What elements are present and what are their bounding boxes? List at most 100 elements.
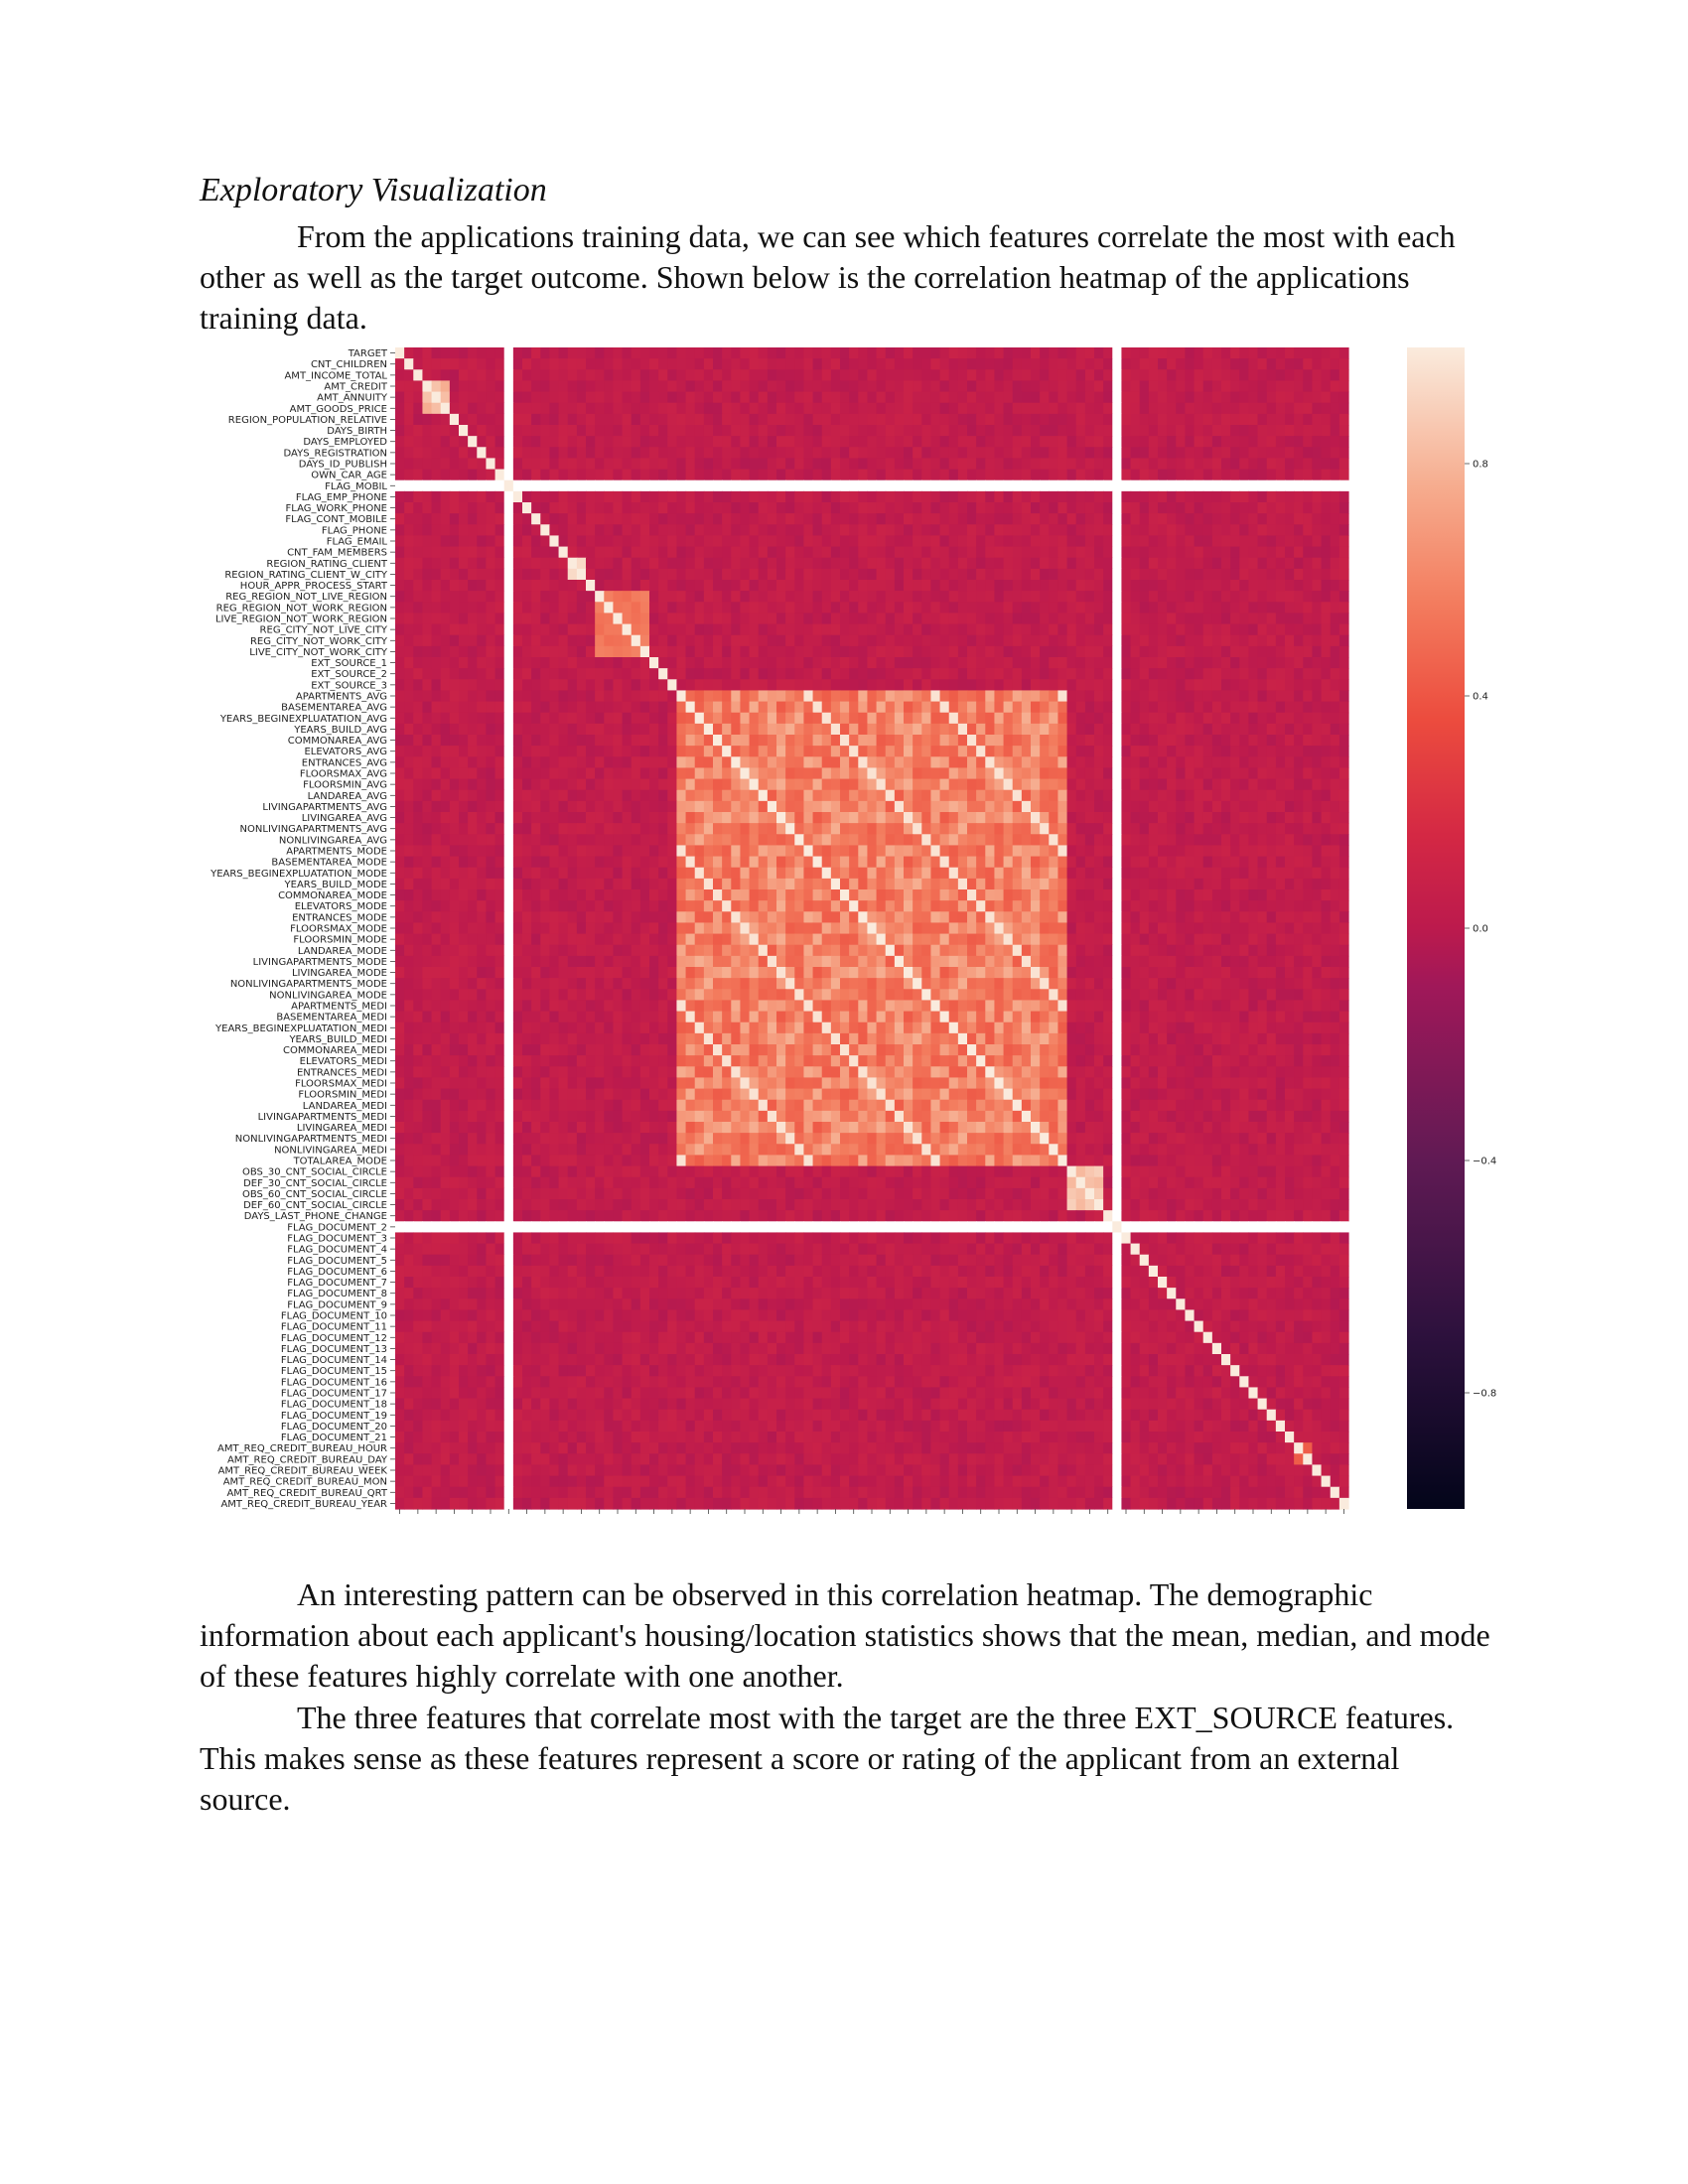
heatmap-cell (622, 436, 633, 448)
heatmap-cell (985, 557, 996, 570)
row-label: NONLIVINGAREA_MEDI (274, 1145, 387, 1156)
heatmap-cell (639, 834, 650, 847)
heatmap-cell (722, 679, 732, 692)
heatmap-cell (558, 834, 569, 847)
row-label: LIVINGAPARTMENTS_MODE (253, 957, 387, 968)
heatmap-cell (1330, 712, 1340, 725)
heatmap-cell (431, 413, 442, 426)
heatmap-cell (1248, 623, 1259, 636)
heatmap-cell (613, 490, 624, 503)
heatmap-cell (785, 723, 795, 736)
heatmap-cell (1248, 645, 1259, 658)
heatmap-cell (1012, 479, 1023, 492)
heatmap-cell (486, 800, 496, 813)
heatmap-cell (939, 645, 950, 658)
heatmap-cell (812, 789, 823, 802)
heatmap-cell (1158, 436, 1168, 448)
heatmap-cell (1211, 701, 1222, 714)
heatmap-cell (1248, 557, 1259, 570)
heatmap-cell (858, 723, 869, 736)
heatmap-cell (858, 767, 869, 780)
row-label: FLAG_DOCUMENT_14 (281, 1355, 387, 1366)
heatmap-cell (1148, 402, 1159, 415)
heatmap-cell (876, 447, 887, 460)
heatmap-cell (948, 458, 959, 471)
heatmap-cell (1021, 502, 1032, 514)
heatmap-cell (840, 413, 850, 426)
heatmap-cell (422, 789, 433, 802)
heatmap-cell (1021, 413, 1032, 426)
heatmap-cell (1303, 789, 1314, 802)
heatmap-cell (512, 756, 523, 769)
row-label: FLAG_DOCUMENT_13 (281, 1344, 387, 1355)
heatmap-cell (676, 425, 687, 437)
heatmap-cell (567, 723, 578, 736)
heatmap-cell (776, 469, 786, 481)
heatmap-cell (595, 767, 605, 780)
heatmap-cell (1003, 436, 1014, 448)
heatmap-cell (468, 513, 478, 525)
heatmap-cell (812, 834, 823, 847)
heatmap-cell (631, 479, 641, 492)
heatmap-cell (1194, 391, 1204, 404)
heatmap-cell (395, 502, 405, 514)
heatmap-cell (994, 834, 1005, 847)
heatmap-cell (1185, 380, 1196, 393)
heatmap-cell (1130, 800, 1141, 813)
heatmap-cell (1185, 568, 1196, 581)
heatmap-cell (921, 402, 932, 415)
heatmap-cell (867, 557, 878, 570)
heatmap-cell (994, 458, 1005, 471)
heatmap-cell (794, 767, 805, 780)
heatmap-cell (431, 402, 442, 415)
heatmap-cell (812, 845, 823, 858)
heatmap-cell (540, 568, 551, 581)
heatmap-cell (1194, 469, 1204, 481)
heatmap-cell (503, 634, 514, 647)
heatmap-cell (921, 502, 932, 514)
heatmap-cell (948, 701, 959, 714)
heatmap-cell (749, 800, 760, 813)
heatmap-cell (867, 645, 878, 658)
heatmap-cell (522, 690, 532, 703)
heatmap-cell (1285, 469, 1295, 481)
heatmap-cell (1176, 756, 1187, 769)
heatmap-cell (1066, 380, 1077, 393)
heatmap-cell (985, 546, 996, 559)
heatmap-cell (1275, 746, 1286, 757)
heatmap-cell (477, 458, 488, 471)
heatmap-cell (413, 668, 424, 680)
heatmap-cell (494, 347, 505, 359)
heatmap-cell (1148, 701, 1159, 714)
heatmap-cell (576, 369, 587, 382)
heatmap-cell (540, 380, 551, 393)
heatmap-cell (494, 535, 505, 548)
heatmap-cell (1012, 436, 1023, 448)
heatmap-cell (703, 613, 714, 625)
heatmap-cell (758, 502, 769, 514)
heatmap-cell (1312, 690, 1323, 703)
heatmap-cell (921, 690, 932, 703)
heatmap-cell (913, 380, 922, 393)
heatmap-cell (1094, 634, 1104, 647)
heatmap-cell (1257, 391, 1268, 404)
heatmap-cell (1266, 402, 1277, 415)
heatmap-cell (749, 701, 760, 714)
heatmap-cell (785, 591, 795, 603)
heatmap-cell (767, 767, 777, 780)
heatmap-cell (1031, 358, 1041, 370)
heatmap-cell (639, 723, 650, 736)
heatmap-cell (894, 347, 905, 359)
heatmap-cell (1202, 557, 1213, 570)
heatmap-cell (1158, 756, 1168, 769)
heatmap-cell (1321, 447, 1332, 460)
heatmap-cell (685, 679, 696, 692)
heatmap-cell (522, 623, 532, 636)
heatmap-cell (1275, 634, 1286, 647)
heatmap-cell (1167, 380, 1177, 393)
heatmap-cell (567, 513, 578, 525)
heatmap-cell (449, 812, 460, 824)
heatmap-cell (1031, 712, 1041, 725)
heatmap-cell (904, 447, 914, 460)
heatmap-cell (767, 789, 777, 802)
